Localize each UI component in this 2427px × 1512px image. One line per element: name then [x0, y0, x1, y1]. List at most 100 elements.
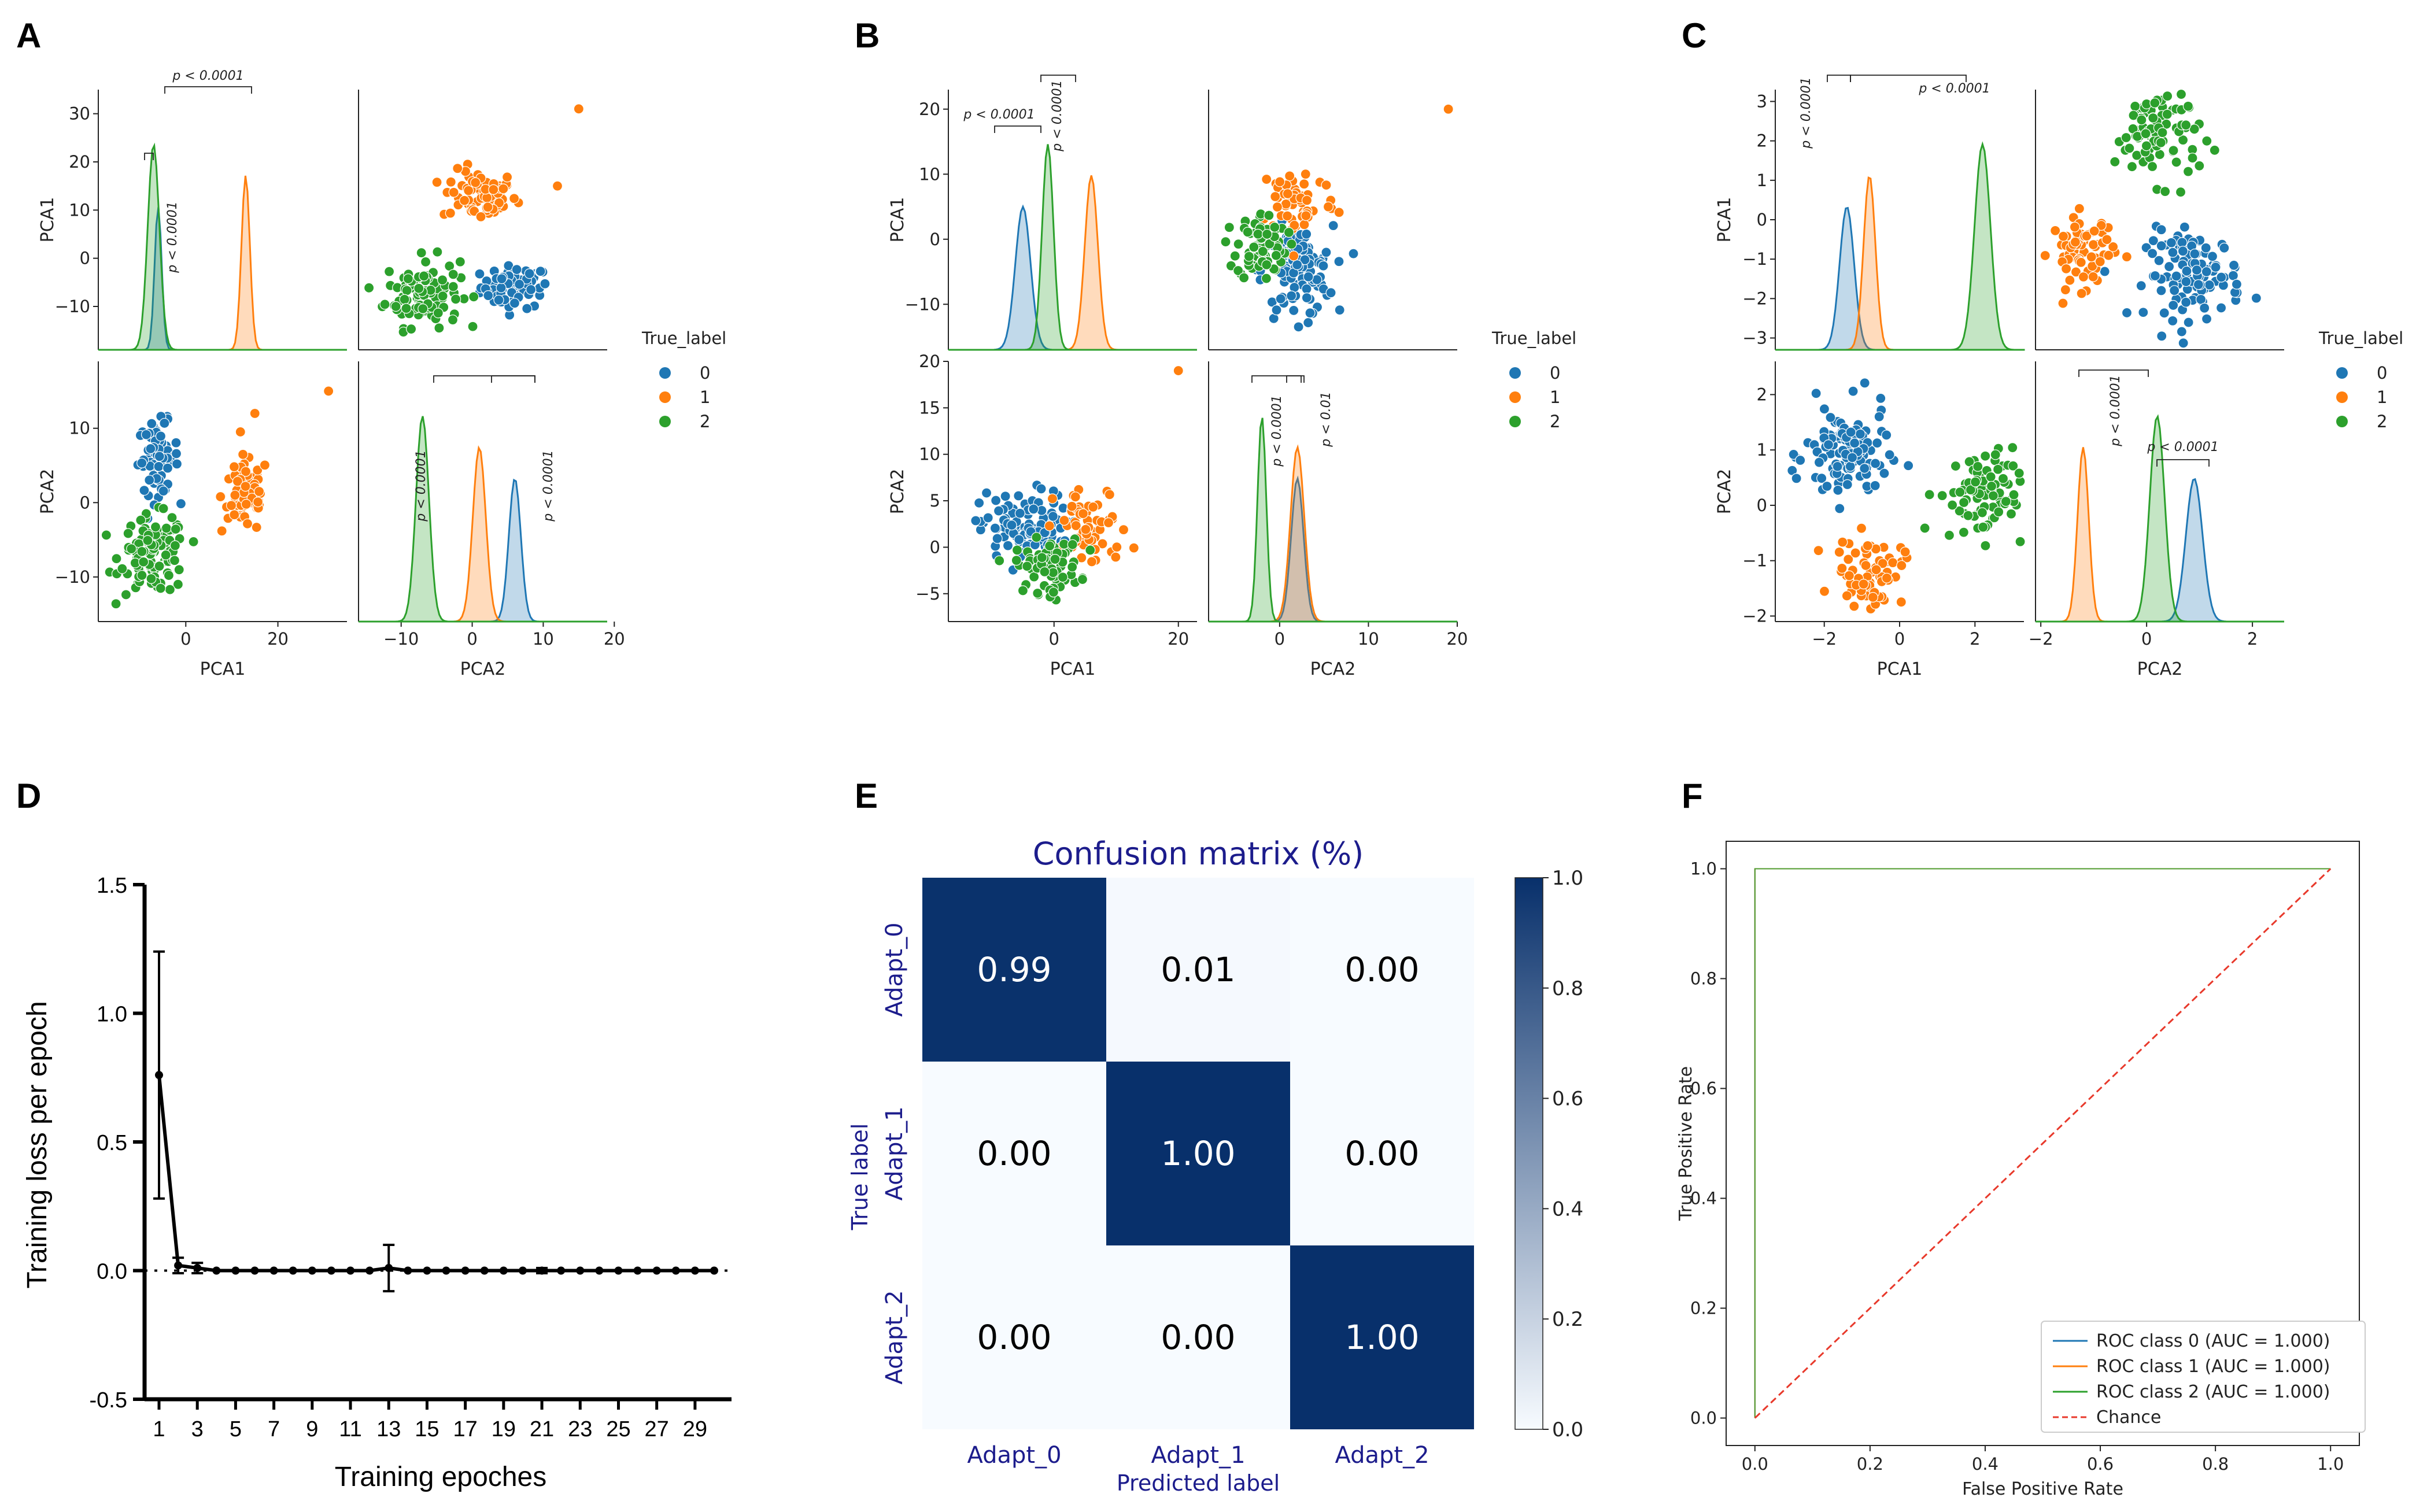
scatter-point-class-1 — [1299, 179, 1310, 190]
scatter-point-class-0 — [2210, 261, 2221, 273]
scatter-point-class-1 — [1288, 250, 1299, 261]
chart-roc-curve: 0.0 0.2 0.4 0.6 0.8 1.0 0.0 0.2 0.4 0.6 0.8 1.0 Fals… — [1676, 841, 2366, 1499]
y-tick-label: 0.8 — [1690, 969, 1717, 989]
scatter-point-class-2 — [101, 530, 112, 541]
x-tick-label: 0 — [467, 629, 477, 649]
scatter-point-class-0 — [1884, 449, 1895, 460]
scatter-point-class-0 — [159, 417, 170, 429]
kde-curve-class-0 — [1209, 475, 1457, 623]
significance-label: p < 0.0001 — [414, 450, 428, 522]
scatter-point-class-1 — [1881, 572, 1892, 583]
scatter-point-class-2 — [2008, 489, 2019, 500]
scatter-point-class-0 — [2156, 331, 2167, 342]
colorbar-tick-label: 0.6 — [1552, 1088, 1583, 1111]
scatter-point-class-0 — [2171, 271, 2182, 282]
scatter-point-class-1 — [1066, 501, 1077, 512]
matrix-cell-label: 1.00 — [1344, 1318, 1419, 1357]
scatter-point-outlier — [1173, 365, 1184, 376]
y-tick-label: 20 — [69, 152, 90, 172]
scatter-point-class-1 — [254, 486, 265, 497]
legend-marker-class-1 — [1509, 391, 1521, 403]
scatter-point-class-0 — [162, 463, 173, 474]
scatter-point-class-2 — [173, 564, 184, 575]
scatter-point-class-0 — [2167, 247, 2178, 258]
kde-curve-class-2 — [948, 144, 1197, 351]
scatter-point-class-2 — [1239, 272, 1250, 283]
scatter-point-class-2 — [1085, 545, 1096, 556]
panel-label-a: A — [16, 16, 41, 55]
legend-marker-class-0 — [2336, 367, 2348, 379]
scatter-point-class-2 — [1978, 522, 1989, 533]
loss-point — [423, 1266, 431, 1275]
loss-point — [155, 1071, 163, 1080]
scatter-point-class-1 — [1070, 520, 1081, 531]
scatter-point-class-2 — [169, 540, 180, 551]
scatter-point-class-2 — [399, 294, 410, 305]
scatter-point-class-0 — [2251, 293, 2262, 304]
scatter-point-class-0 — [1301, 292, 1312, 304]
scatter-point-class-2 — [2181, 120, 2192, 131]
significance-label: p < 0.0001 — [1918, 82, 1990, 96]
scatter-point-class-1 — [2060, 263, 2072, 274]
scatter-point-class-2 — [1924, 489, 1935, 500]
scatter-point-class-1 — [1047, 493, 1058, 504]
y-tick-label: 2 — [1757, 385, 1767, 404]
scatter-point-class-1 — [1088, 501, 1099, 513]
matrix-cell — [922, 878, 1106, 1062]
legend-label: Chance — [2096, 1407, 2161, 1428]
scatter-point-class-2 — [390, 301, 401, 312]
scatter-point-class-0 — [155, 431, 167, 442]
scatter-point-class-2 — [416, 247, 427, 258]
scatter-point-class-1 — [216, 526, 227, 537]
scatter-point-class-1 — [1128, 542, 1139, 553]
x-tick-label: 10 — [533, 629, 554, 649]
scatter-point-class-1 — [2121, 252, 2132, 263]
scatter-point-class-2 — [420, 256, 431, 268]
scatter-point-class-0 — [1855, 428, 1866, 439]
y-tick-label: 30 — [69, 104, 90, 124]
scatter-point-class-1 — [235, 426, 246, 438]
scatter-point-class-2 — [1992, 464, 2004, 475]
scatter-point-class-2 — [1017, 585, 1029, 596]
legend-label: ROC class 0 (AUC = 1.000) — [2096, 1331, 2330, 1351]
x-tick-label: 2 — [2247, 629, 2258, 649]
legend-label: 0 — [1550, 363, 1560, 383]
scatter-point-class-1 — [252, 497, 264, 508]
scatter-point-class-1 — [445, 176, 456, 187]
y-tick-label: 0.6 — [1690, 1079, 1717, 1099]
scatter-point-class-2 — [169, 555, 180, 566]
scatter-point-class-1 — [2070, 236, 2081, 247]
scatter-point-class-0 — [992, 533, 1003, 544]
scatter-point-class-0 — [1301, 283, 1312, 294]
matrix-cell — [1106, 1062, 1290, 1245]
legend-marker-class-2 — [1509, 416, 1521, 427]
scatter-point-class-2 — [401, 303, 412, 314]
scatter-point-class-1 — [482, 202, 493, 213]
scatter-point-class-1 — [1282, 210, 1293, 221]
scatter-point-class-2 — [1243, 251, 1255, 262]
scatter-point-class-1 — [230, 490, 241, 501]
y-tick-label: 3 — [1757, 91, 1767, 111]
scatter-point-class-0 — [1275, 293, 1286, 304]
x-tick-label: 11 — [339, 1417, 361, 1441]
y-axis-label: Training loss per epoch — [22, 1001, 53, 1288]
legend-marker-class-2 — [659, 416, 671, 427]
scatter-point-class-2 — [2147, 161, 2158, 172]
scatter-point-class-0 — [153, 461, 164, 472]
y-tick-label: 0 — [930, 537, 940, 557]
scatter-point-class-2 — [1077, 574, 1088, 585]
x-tick-label: 19 — [492, 1417, 516, 1441]
x-tick-label: −10 — [383, 629, 419, 649]
scatter-point-class-0 — [989, 523, 1001, 534]
y-axis-label: PCA2 — [1715, 469, 1735, 515]
scatter-point-class-0 — [2148, 235, 2159, 246]
scatter-point-class-2 — [154, 561, 165, 572]
scatter-point-class-2 — [383, 266, 395, 277]
x-axis-label: False Positive Rate — [1962, 1479, 2123, 1499]
scatter-point-class-1 — [1070, 491, 1081, 502]
scatter-point-class-2 — [1044, 541, 1055, 552]
x-tick-label: 13 — [376, 1417, 401, 1441]
scatter-point-class-1 — [1871, 564, 1882, 575]
scatter-point-class-2 — [1985, 471, 1996, 482]
